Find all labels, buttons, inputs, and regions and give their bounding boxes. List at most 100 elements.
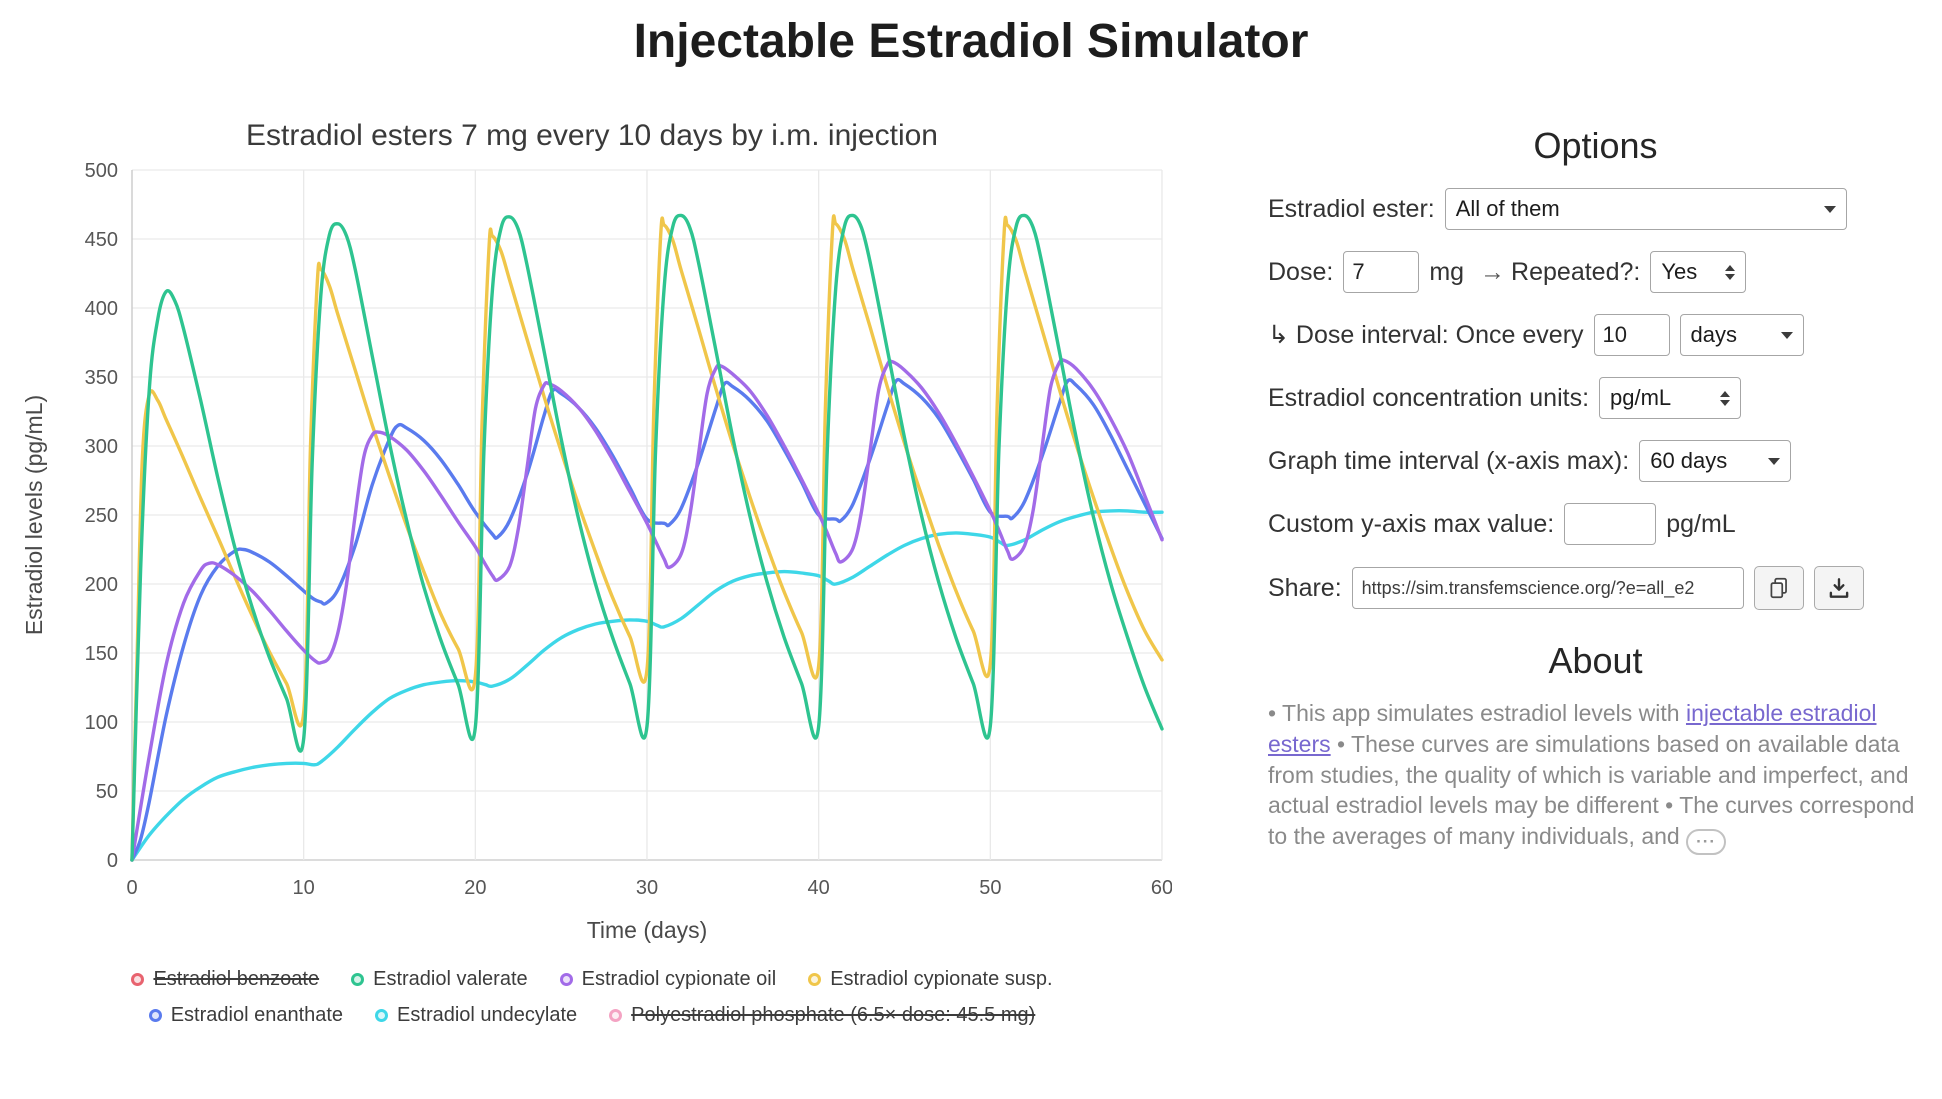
- legend-marker-icon: [131, 973, 145, 986]
- app: Injectable Estradiol Simulator Estradiol…: [0, 14, 1942, 1027]
- chart-legend: Estradiol benzoate Estradiol valerate Estr…: [12, 968, 1172, 1027]
- legend-item-estradiol-enanthate[interactable]: Estradiol enanthate: [148, 1004, 344, 1027]
- x-tick-label: 20: [464, 877, 486, 899]
- x-tick-label: 30: [636, 877, 658, 899]
- units-row: Estradiol concentration units: pg/mL: [1268, 377, 1923, 419]
- legend-marker-icon: [148, 1009, 162, 1022]
- x-tick-label: 60: [1151, 877, 1172, 899]
- x-tick-label: 0: [126, 877, 137, 899]
- download-icon: [1829, 578, 1848, 598]
- y-tick-label: 350: [85, 367, 118, 389]
- units-select[interactable]: pg/mL: [1599, 377, 1742, 419]
- legend-marker-icon: [351, 973, 365, 986]
- legend-label: Estradiol cypionate oil: [581, 968, 777, 990]
- legend-label: Estradiol valerate: [373, 968, 528, 990]
- legend-marker-icon: [609, 1009, 623, 1022]
- y-tick-label: 100: [85, 712, 118, 734]
- page-title: Injectable Estradiol Simulator: [633, 15, 1309, 68]
- legend-marker-icon: [375, 1009, 389, 1022]
- about-text-before-link: • This app simulates estradiol levels wi…: [1268, 700, 1686, 726]
- y-tick-label: 450: [85, 229, 118, 251]
- graph-interval-value: 60 days: [1650, 448, 1728, 473]
- y-tick-label: 500: [85, 160, 118, 182]
- repeated-label: Repeated?:: [1511, 257, 1641, 286]
- about-text: • This app simulates estradiol levels wi…: [1268, 698, 1923, 855]
- ymax-row: Custom y-axis max value: pg/mL: [1268, 503, 1923, 545]
- legend-row: Estradiol enanthate Estradiol undecylate P…: [12, 1004, 1172, 1027]
- chevron-down-icon: [1768, 457, 1781, 465]
- copy-link-button[interactable]: [1753, 566, 1804, 610]
- legend-item-estradiol-valerate[interactable]: Estradiol valerate: [351, 968, 528, 991]
- interval-row: ↳ Dose interval: Once every days: [1268, 314, 1923, 356]
- y-tick-label: 400: [85, 298, 118, 320]
- legend-marker-icon: [559, 973, 573, 986]
- chart-panel: Estradiol esters 7 mg every 10 days by i…: [12, 95, 1173, 1027]
- graph-interval-select[interactable]: 60 days: [1639, 440, 1792, 482]
- legend-item-estradiol-cypionate-oil[interactable]: Estradiol cypionate oil: [559, 968, 777, 991]
- arrow-right-icon: →: [1480, 257, 1506, 286]
- x-tick-label: 40: [808, 877, 830, 899]
- graph-interval-label: Graph time interval (x-axis max):: [1268, 446, 1630, 475]
- chevron-down-icon: [1823, 205, 1836, 213]
- ymax-input[interactable]: [1564, 503, 1657, 545]
- ester-label: Estradiol ester:: [1268, 194, 1435, 223]
- ester-select[interactable]: All of them: [1444, 188, 1847, 230]
- y-tick-label: 200: [85, 574, 118, 596]
- units-select-value: pg/mL: [1610, 385, 1672, 410]
- up-down-arrows-icon: [1720, 390, 1731, 406]
- ester-row: Estradiol ester: All of them: [1268, 188, 1923, 230]
- y-tick-label: 150: [85, 643, 118, 665]
- y-tick-label: 0: [107, 850, 118, 872]
- y-tick-label: 50: [96, 781, 118, 803]
- share-row: Share:: [1268, 566, 1923, 610]
- repeated-select[interactable]: Yes: [1650, 251, 1747, 293]
- dose-label: Dose:: [1268, 257, 1334, 286]
- y-tick-label: 300: [85, 436, 118, 458]
- dose-row: Dose: mg → Repeated?: Yes: [1268, 251, 1923, 293]
- y-tick-label: 250: [85, 505, 118, 527]
- legend-item-estradiol-undecylate[interactable]: Estradiol undecylate: [375, 1004, 577, 1027]
- legend-label: Estradiol undecylate: [397, 1004, 578, 1026]
- legend-item-estradiol-cypionate-susp-[interactable]: Estradiol cypionate susp.: [808, 968, 1053, 991]
- dose-unit-label: mg: [1429, 257, 1465, 286]
- main-content: Estradiol esters 7 mg every 10 days by i…: [12, 95, 1930, 1027]
- options-heading: Options: [1533, 125, 1658, 166]
- curve-estradiol-valerate: [130, 213, 1164, 862]
- legend-label: Polyestradiol phosphate (6.5× dose: 45.5…: [631, 1004, 1036, 1026]
- chart-title: Estradiol esters 7 mg every 10 days by i…: [246, 119, 938, 152]
- legend-marker-icon: [808, 973, 822, 986]
- expand-about-button[interactable]: ···: [1686, 828, 1727, 855]
- dose-input[interactable]: [1343, 251, 1420, 293]
- download-button[interactable]: [1813, 566, 1864, 610]
- legend-item-polyestradiol-phosphate-6-5-dose-45-5-mg-[interactable]: Polyestradiol phosphate (6.5× dose: 45.5…: [609, 1004, 1035, 1027]
- share-url-input[interactable]: [1351, 567, 1744, 609]
- options-panel: Options Estradiol ester: All of them Dos…: [1268, 95, 1923, 1027]
- repeated-select-value: Yes: [1661, 259, 1698, 284]
- share-label: Share:: [1268, 573, 1342, 602]
- legend-label: Estradiol cypionate susp.: [830, 968, 1053, 990]
- chevron-down-icon: [1780, 331, 1793, 339]
- interval-label: ↳ Dose interval: Once every: [1268, 321, 1584, 349]
- up-down-arrows-icon: [1725, 264, 1736, 280]
- interval-input[interactable]: [1593, 314, 1670, 356]
- ymax-unit-label: pg/mL: [1666, 509, 1736, 538]
- graph-interval-row: Graph time interval (x-axis max): 60 day…: [1268, 440, 1923, 482]
- x-axis-title: Time (days): [587, 917, 708, 943]
- interval-unit-value: days: [1690, 322, 1737, 347]
- legend-label: Estradiol enanthate: [170, 1004, 344, 1026]
- copy-icon: [1770, 577, 1787, 599]
- x-tick-label: 50: [979, 877, 1001, 899]
- units-label: Estradiol concentration units:: [1268, 383, 1590, 412]
- injectable-esters-link[interactable]: injectable estradiol esters: [1268, 700, 1877, 757]
- about-text-after-link: • These curves are simulations based on …: [1268, 730, 1915, 850]
- legend-label: Estradiol benzoate: [153, 968, 320, 990]
- about-heading: About: [1548, 640, 1643, 681]
- ymax-label: Custom y-axis max value:: [1268, 509, 1555, 538]
- interval-unit-select[interactable]: days: [1679, 314, 1804, 356]
- x-tick-label: 10: [293, 877, 315, 899]
- chart-canvas: 0 50 100 150 200 250 300 350 400 450 500 0 10 20 30 40 5…: [21, 160, 1173, 943]
- legend-row: Estradiol benzoate Estradiol valerate Estr…: [12, 968, 1172, 991]
- legend-item-estradiol-benzoate[interactable]: Estradiol benzoate: [131, 968, 319, 991]
- y-axis-title: Estradiol levels (pg/mL): [21, 395, 47, 635]
- ester-select-value: All of them: [1455, 196, 1560, 221]
